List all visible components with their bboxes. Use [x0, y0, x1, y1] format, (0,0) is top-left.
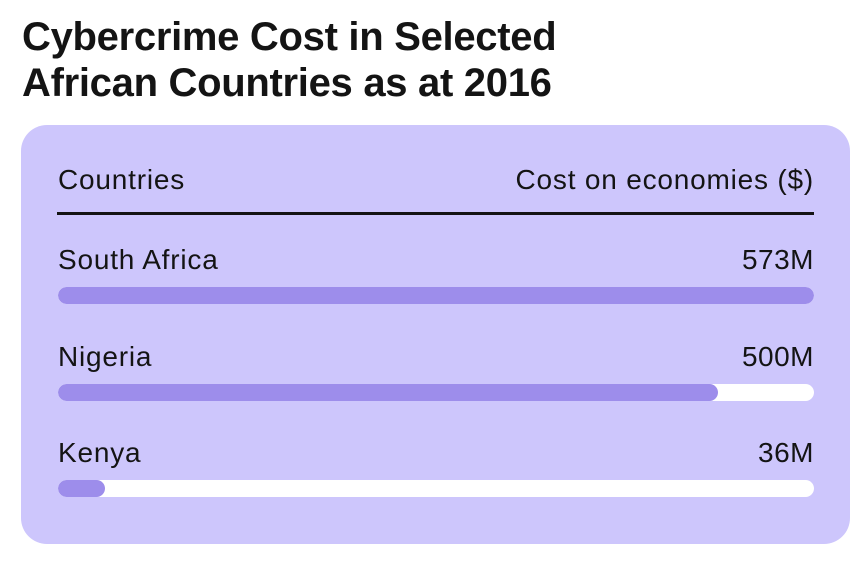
category-label: Nigeria	[58, 341, 153, 372]
data-label: 36M	[758, 437, 814, 468]
bar-track	[58, 480, 814, 497]
bar-track	[58, 384, 814, 401]
chart-title-line-2: African Countries as at 2016	[22, 61, 552, 105]
bar-nigeria	[58, 384, 718, 401]
chart-title: Cybercrime Cost in Selected African Coun…	[22, 14, 557, 106]
table-header: Countries Cost on economies ($)	[58, 163, 814, 197]
category-label: South Africa	[58, 244, 219, 275]
bar-south-africa	[58, 287, 814, 304]
chart-card: Countries Cost on economies ($) South Af…	[21, 125, 850, 544]
data-label: 573M	[741, 244, 814, 275]
category-label: Kenya	[58, 437, 142, 468]
chart-title-line-1: Cybercrime Cost in Selected	[22, 15, 557, 59]
header-divider	[57, 212, 814, 215]
bar-track	[58, 287, 814, 304]
cost-column-header: Cost on economies ($)	[515, 164, 814, 195]
data-label: 500M	[741, 341, 814, 372]
bar-kenya	[58, 480, 105, 497]
countries-column-header: Countries	[58, 164, 186, 195]
